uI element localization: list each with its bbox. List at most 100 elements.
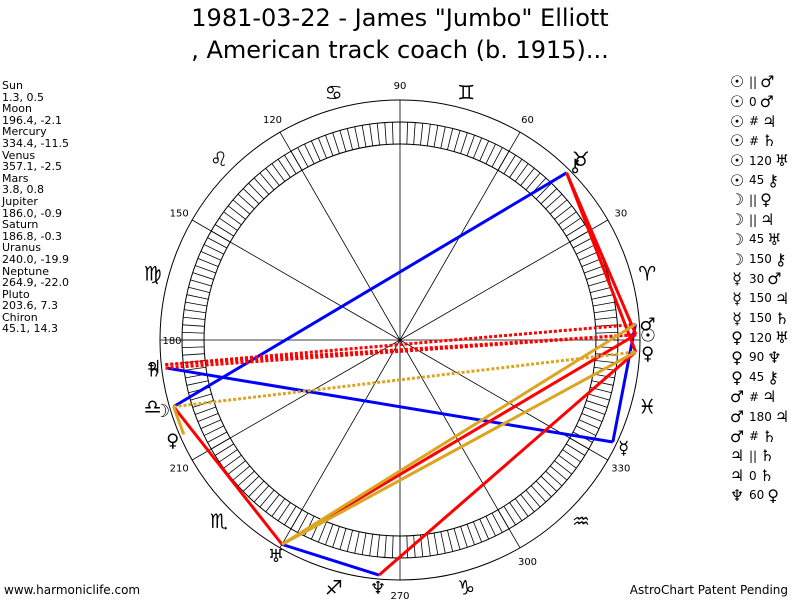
sign-spoke: [399, 339, 609, 461]
degree-tick: [491, 147, 503, 168]
degree-tick: [591, 380, 614, 386]
aspect-planet-2: ♃: [762, 111, 777, 131]
degree-tick: [203, 244, 225, 255]
sign-spoke: [191, 219, 401, 341]
degree-tick: [354, 126, 360, 149]
degree-label: 300: [518, 557, 537, 568]
degree-tick: [525, 489, 541, 508]
aspect-row: ☉ # ♃: [728, 111, 789, 131]
degree-tick: [237, 470, 255, 487]
aspect-line: [281, 350, 637, 546]
degree-tick: [426, 534, 431, 556]
degree-tick: [188, 286, 210, 293]
aspect-symbol: #: [749, 133, 760, 148]
aspect-planet-1: ♂: [729, 387, 745, 407]
aspect-symbol: #: [749, 114, 760, 129]
degree-tick: [304, 143, 315, 165]
degree-tick: [540, 475, 558, 492]
planet-glyph-uranus: ♅: [268, 546, 284, 567]
degree-tick: [190, 279, 212, 287]
degree-tick: [594, 360, 617, 364]
degree-tick: [535, 480, 552, 498]
aspect-symbol: 60: [749, 488, 765, 503]
degree-tick: [214, 443, 234, 456]
degree-tick: [440, 531, 446, 554]
sign-spoke: [191, 339, 401, 461]
aspect-planet-1: ♀: [731, 367, 743, 387]
degree-tick: [325, 135, 334, 156]
planet-coords-sun: 1.3, 0.5: [2, 90, 44, 104]
planet-coords-jupiter: 186.0, -0.9: [2, 206, 62, 220]
aspect-symbol: 120: [749, 330, 772, 345]
planet-coords-neptune: 264.9, -22.0: [2, 276, 69, 290]
planet-name-neptune: Neptune: [2, 264, 50, 278]
degree-tick: [185, 301, 208, 307]
degree-tick: [586, 400, 608, 408]
degree-tick: [277, 502, 291, 521]
degree-tick: [317, 137, 327, 159]
degree-tick: [384, 535, 387, 558]
aspect-symbol: ||: [749, 448, 758, 463]
degree-tick: [265, 494, 280, 513]
degree-tick: [265, 167, 280, 186]
planet-glyph-sun: ☉: [640, 325, 656, 346]
degree-tick: [594, 316, 617, 320]
degree-tick: [520, 494, 535, 513]
degree-tick: [581, 413, 603, 423]
footer-website[interactable]: www.harmoniclife.com: [4, 583, 141, 597]
degree-tick: [207, 431, 228, 443]
degree-tick: [186, 380, 209, 386]
aspect-row: ☽ || ♃: [728, 210, 789, 230]
aspect-planet-1: ☽: [729, 249, 745, 269]
degree-tick: [514, 498, 529, 517]
aspect-planet-2: ♃: [774, 407, 790, 427]
sign-spoke: [399, 339, 521, 549]
aspect-planet-2: ♅: [774, 328, 790, 348]
degree-tick: [578, 250, 600, 261]
degree-tick: [332, 132, 340, 154]
aspect-row: ☿ 30 ♂: [728, 269, 789, 289]
aspect-symbol: 45: [749, 232, 765, 247]
degree-tick: [426, 124, 431, 146]
aspect-symbol: ||: [749, 192, 758, 207]
aspect-planet-2: ♄: [760, 446, 775, 466]
degree-tick: [590, 286, 612, 293]
degree-tick: [572, 237, 593, 249]
aspect-planet-1: ♀: [731, 328, 743, 348]
degree-tick: [595, 331, 618, 334]
degree-tick: [223, 454, 242, 469]
degree-tick: [575, 244, 597, 255]
planet-name-venus: Venus: [2, 148, 36, 162]
degree-tick: [473, 137, 483, 159]
aspect-planet-1: ☽: [729, 190, 745, 210]
degree-tick: [433, 532, 439, 555]
degree-tick: [391, 122, 394, 145]
aspect-planet-2: ♃: [774, 288, 790, 308]
degree-tick: [406, 122, 409, 145]
degree-tick: [578, 419, 600, 430]
degree-tick: [447, 128, 454, 150]
degree-label: 210: [170, 464, 189, 475]
zodiac-sign: ♊: [457, 81, 475, 105]
degree-tick: [453, 130, 461, 152]
aspect-row: ☽ 45 ♅: [728, 230, 789, 250]
degree-label: 180: [162, 336, 181, 347]
degree-tick: [485, 143, 496, 165]
planet-name-jupiter: Jupiter: [2, 194, 38, 208]
degree-tick: [242, 475, 260, 492]
degree-tick: [413, 122, 416, 145]
planet-glyph-venus: ♀: [641, 344, 654, 365]
aspect-planet-2: ♂: [767, 269, 782, 289]
degree-tick: [586, 272, 608, 280]
planet-glyph-pluto: ♀: [166, 430, 179, 451]
chart-title-line-1: 1981-03-22 - James "Jumbo" Elliott: [191, 4, 609, 32]
aspect-symbol: 180: [749, 409, 772, 424]
aspect-planet-1: ☉: [729, 170, 745, 190]
aspect-row: ☉ 0 ♂: [728, 92, 789, 112]
planet-coords-uranus: 240.0, -19.9: [2, 252, 69, 266]
degree-tick: [354, 531, 360, 554]
aspect-line: [378, 350, 637, 577]
degree-tick: [460, 132, 468, 154]
zodiac-sign: ♍: [144, 262, 162, 286]
degree-tick: [271, 163, 286, 182]
